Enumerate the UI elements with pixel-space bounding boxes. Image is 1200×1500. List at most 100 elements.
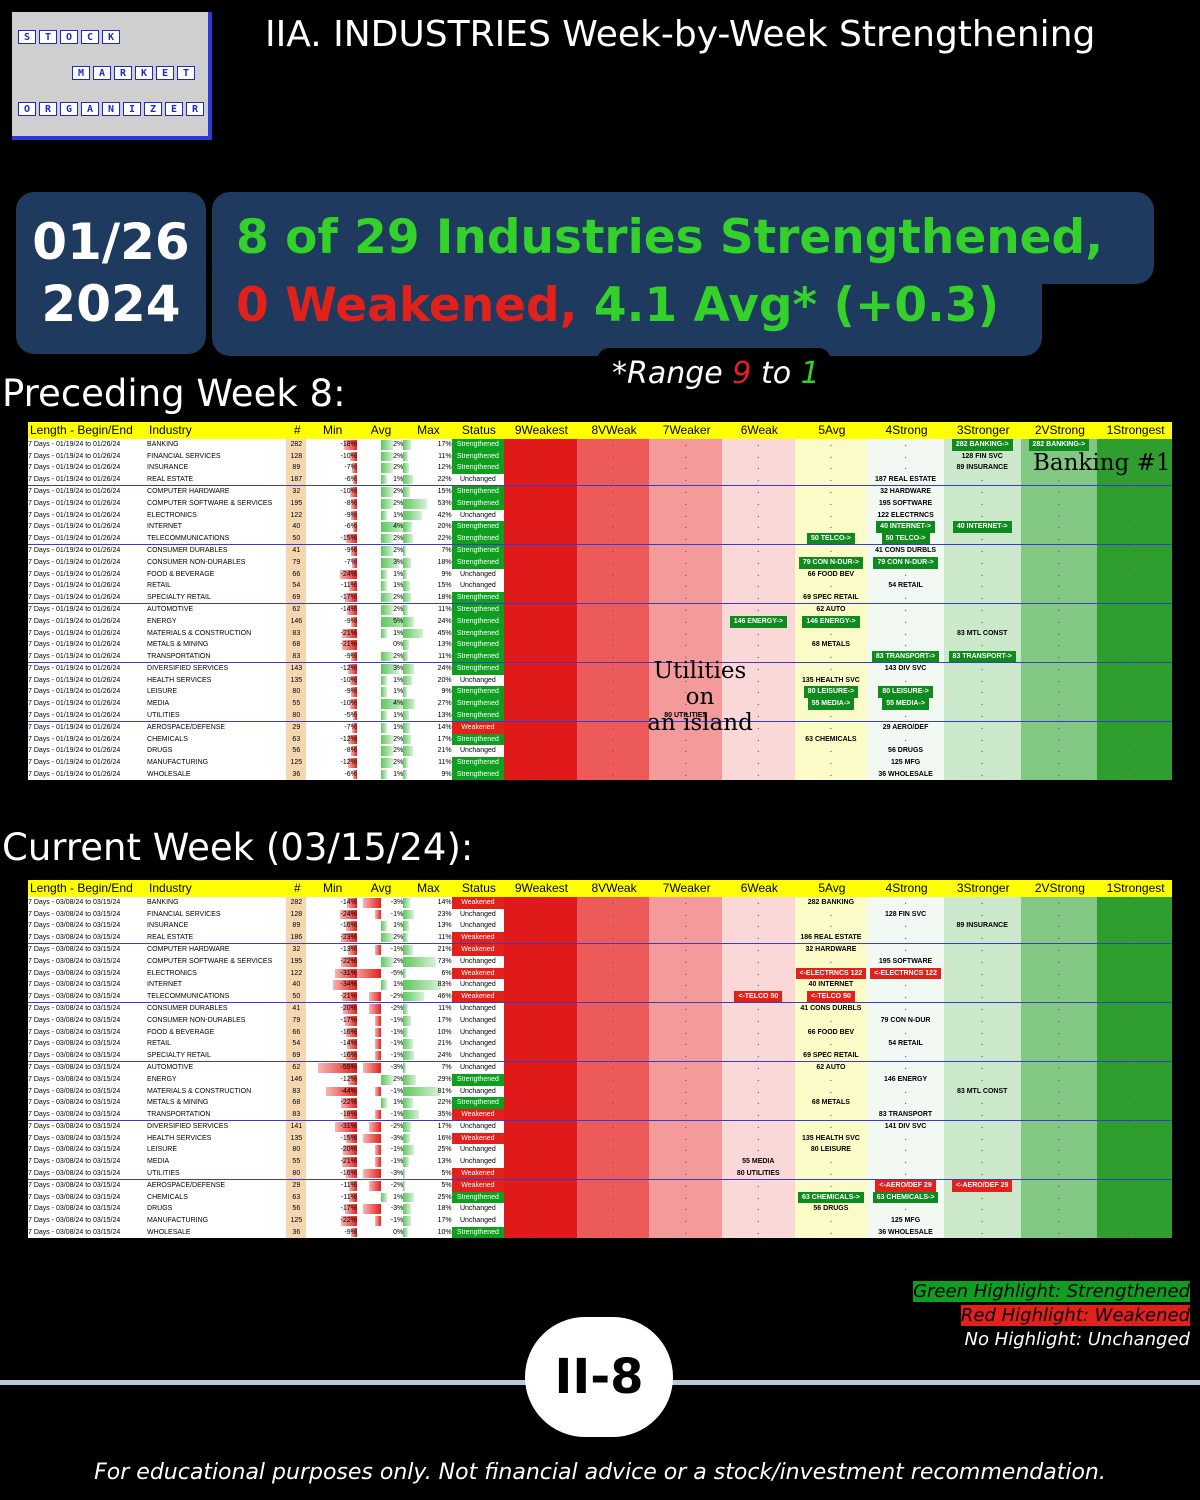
- current-week-label: Current Week (03/15/24):: [2, 826, 474, 869]
- min-value: -13%: [340, 946, 357, 954]
- bucket-3-cell: 83 MTL CONST: [943, 1085, 1021, 1098]
- table-row: 7 Days - 03/08/24 to 03/15/24 HEALTH SERV…: [28, 1132, 1172, 1145]
- bucket-7-cell: .: [649, 1002, 722, 1015]
- headline-weakened: 0 Weakened,: [236, 278, 578, 333]
- column-header: 5Avg: [794, 880, 868, 897]
- bucket-5-cell: 63 CHEMICALS: [794, 733, 868, 746]
- bucket-4-cell: 50 TELCO->: [867, 532, 944, 545]
- industry-cell: RETAIL: [147, 580, 287, 592]
- empty-marker: .: [684, 499, 687, 507]
- avg-value: 2%: [393, 452, 404, 460]
- avg-value: 5%: [393, 617, 404, 625]
- bucket-9-cell: .: [504, 650, 577, 663]
- range-lo: 1: [800, 356, 820, 391]
- bucket-3-cell: .: [943, 1108, 1021, 1121]
- avg-value: -3%: [390, 1134, 404, 1142]
- avg-value: 2%: [393, 441, 404, 448]
- bucket-4-cell: .: [867, 674, 944, 687]
- count-cell: 135: [286, 1132, 307, 1145]
- bucket-6-cell: .: [721, 757, 795, 769]
- avg-value: 3%: [393, 665, 404, 673]
- empty-marker: .: [904, 922, 907, 930]
- bucket-4-cell: .: [867, 568, 944, 581]
- empty-marker: .: [981, 957, 984, 965]
- bucket-4-cell: .: [867, 1049, 944, 1062]
- status-cell: Weakened: [451, 1179, 505, 1192]
- empty-marker: .: [904, 1134, 907, 1142]
- table-row: 7 Days - 03/08/24 to 03/15/24 CONSUMER DU…: [28, 1002, 1172, 1015]
- count-cell: 50: [286, 990, 307, 1003]
- empty-marker: .: [539, 452, 542, 460]
- table-row: 7 Days - 03/08/24 to 03/15/24 RETAIL 54 -14…: [28, 1038, 1172, 1050]
- bucket-7-cell: .: [649, 931, 722, 944]
- empty-marker: .: [757, 700, 760, 708]
- bucket-2-cell: .: [1020, 698, 1098, 710]
- count-cell: 186: [286, 931, 307, 944]
- empty-marker: .: [981, 1028, 984, 1036]
- count-cell: 40: [286, 521, 307, 533]
- status-cell: Unchanged: [451, 1156, 505, 1168]
- bucket-5-cell: .: [794, 544, 868, 557]
- logo-letter: K: [135, 66, 153, 80]
- avg-cell: -2%: [356, 990, 404, 1003]
- bucket-5-cell: 186 REAL ESTATE: [794, 931, 868, 944]
- avg-value: -3%: [390, 899, 404, 906]
- avg-bar: [363, 1133, 382, 1144]
- empty-marker: .: [539, 547, 542, 555]
- industry-position-label: 83 MTL CONST: [957, 1087, 1008, 1095]
- bucket-1-cell: .: [1097, 721, 1172, 734]
- max-cell: 42%: [403, 509, 452, 522]
- bucket-7-cell: .: [649, 1144, 722, 1157]
- min-value: -9%: [344, 547, 357, 555]
- empty-marker: .: [539, 1110, 542, 1118]
- bucket-4-cell: 54 RETAIL: [867, 580, 944, 592]
- avg-bar: [380, 932, 393, 943]
- date-month-day: 01/26: [32, 213, 190, 271]
- bucket-7-cell: .: [649, 462, 722, 474]
- empty-marker: .: [904, 641, 907, 649]
- range-prefix: *Range: [612, 356, 723, 391]
- empty-marker: .: [757, 933, 760, 941]
- table-row: 7 Days - 03/08/24 to 03/15/24 AUTOMOTIVE 6…: [28, 1061, 1172, 1074]
- bucket-7-cell: .: [649, 509, 722, 522]
- count-cell: 187: [286, 473, 307, 486]
- empty-marker: .: [1133, 488, 1136, 496]
- avg-bar: [363, 1168, 382, 1179]
- min-bar: [340, 932, 357, 943]
- max-cell: 11%: [403, 650, 452, 663]
- empty-marker: .: [757, 676, 760, 684]
- min-value: -17%: [340, 1016, 357, 1024]
- industry-position-label: 66 FOOD BEV: [807, 1028, 855, 1036]
- period-cell: 7 Days - 03/08/24 to 03/15/24: [28, 1167, 148, 1180]
- bucket-5-cell: .: [794, 1073, 868, 1086]
- bucket-9-cell: .: [504, 721, 577, 734]
- min-cell: -21%: [306, 627, 357, 640]
- empty-marker: .: [757, 1182, 760, 1190]
- empty-marker: .: [1133, 711, 1136, 719]
- bucket-5-cell: .: [794, 1226, 868, 1239]
- max-cell: 12%: [403, 462, 452, 474]
- period-cell: 7 Days - 01/19/24 to 01/26/24: [28, 721, 148, 734]
- max-bar: [403, 557, 412, 568]
- min-cell: -23%: [306, 931, 357, 944]
- bucket-7-cell: .: [649, 1191, 722, 1204]
- bucket-7-cell: .: [649, 745, 722, 758]
- industry-position-label: 66 FOOD BEV: [807, 570, 855, 578]
- period-cell: 7 Days - 03/08/24 to 03/15/24: [28, 1156, 148, 1168]
- max-value: 18%: [437, 593, 452, 601]
- empty-marker: .: [612, 946, 615, 954]
- industry-position-label: 141 DIV SVC: [884, 1123, 927, 1131]
- period-cell: 7 Days - 03/08/24 to 03/15/24: [28, 1108, 148, 1121]
- avg-cell: 1%: [356, 768, 404, 781]
- bucket-2-cell: .: [1020, 967, 1098, 980]
- industry-position-label: 83 TRANSPORT: [878, 1110, 933, 1118]
- bucket-7-cell: .: [649, 686, 722, 699]
- max-bar: [403, 640, 410, 650]
- utilities-annotation-line2: an island: [647, 710, 753, 736]
- count-cell: 143: [286, 662, 307, 675]
- max-cell: 20%: [403, 521, 452, 533]
- max-value: 29%: [437, 1075, 452, 1083]
- bucket-6-cell: .: [721, 1049, 795, 1062]
- bucket-9-cell: .: [504, 1167, 577, 1180]
- empty-marker: .: [612, 511, 615, 519]
